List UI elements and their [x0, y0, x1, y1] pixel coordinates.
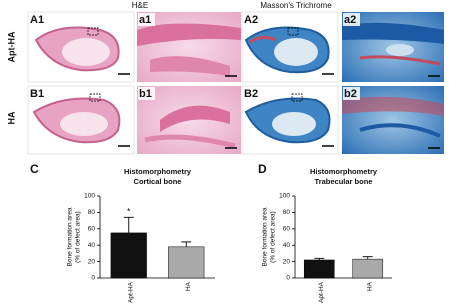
chart-subtitle: Trabecular bone — [315, 177, 373, 186]
panel-letter: C — [30, 162, 39, 176]
x-tick-label: HA — [366, 281, 373, 291]
y-tick-label: 60 — [283, 226, 291, 233]
chart-title: Histomorphometry — [310, 167, 378, 176]
row-label: HA — [6, 111, 16, 124]
bar — [168, 246, 205, 279]
panel-label-bg — [243, 13, 260, 26]
panel-label-bg — [29, 87, 46, 100]
panel-label-bg — [138, 13, 155, 26]
bar — [352, 258, 384, 279]
y-axis-label: Bone formation area — [262, 207, 269, 266]
y-tick-label: 80 — [283, 209, 291, 216]
y-axis-label: (% of defect area) — [270, 211, 277, 263]
column-header: H&E — [132, 1, 148, 10]
panel-label-bg — [343, 13, 360, 26]
y-tick-label: 80 — [88, 209, 96, 216]
chart-title: Histomorphometry — [124, 167, 192, 176]
y-tick-label: 60 — [88, 226, 96, 233]
panel-label: A1 — [30, 14, 44, 26]
panel-label-bg — [343, 87, 360, 100]
bar — [110, 232, 147, 279]
panel-label: a2 — [344, 14, 356, 26]
panel-label: a1 — [139, 14, 151, 26]
panel-label: b2 — [344, 88, 357, 100]
row-label: Apt-HA — [6, 31, 16, 62]
panel-label-bg — [29, 13, 46, 26]
panel-label: B2 — [244, 88, 258, 100]
y-tick-label: 0 — [91, 275, 95, 282]
y-tick-label: 40 — [283, 242, 291, 249]
panel-label: b1 — [139, 88, 152, 100]
y-tick-label: 0 — [286, 275, 290, 282]
y-tick-label: 100 — [279, 193, 290, 200]
chart-subtitle: Cortical bone — [134, 177, 182, 186]
y-tick-label: 20 — [283, 258, 291, 265]
y-tick-label: 40 — [88, 242, 96, 249]
x-tick-label: Apt-HA — [318, 281, 325, 303]
significance-mark: * — [127, 207, 131, 217]
y-axis-label: Bone formation area — [67, 207, 74, 266]
x-tick-label: HA — [185, 281, 192, 291]
y-tick-label: 20 — [88, 258, 96, 265]
panel-label: B1 — [30, 88, 44, 100]
histology-image — [27, 85, 135, 155]
panel-label-bg — [138, 87, 155, 100]
x-tick-label: Apt-HA — [127, 281, 134, 303]
panel-label-bg — [243, 87, 260, 100]
histology-image — [27, 11, 135, 83]
y-tick-label: 100 — [84, 193, 95, 200]
bar — [303, 259, 335, 279]
panel-letter: D — [258, 162, 267, 176]
column-header: Masson's Trichrome — [260, 1, 332, 10]
panel-label: A2 — [244, 14, 258, 26]
y-axis-label: (% of defect area) — [75, 211, 82, 263]
